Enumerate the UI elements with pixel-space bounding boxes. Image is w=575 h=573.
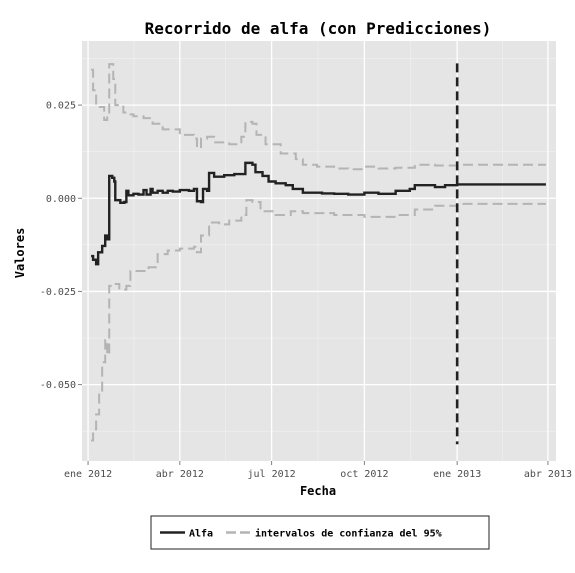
x-tick-label: jul 2012	[248, 469, 296, 480]
y-tick-label: -0.050	[40, 380, 76, 391]
y-tick-label: -0.025	[40, 287, 76, 298]
x-tick-label: ene 2013	[433, 469, 481, 480]
legend: Alfa intervalos de confianza del 95%	[150, 515, 490, 550]
y-tick-label: 0.025	[46, 101, 76, 112]
x-axis-label: Fecha	[300, 484, 336, 498]
x-tick-label: oct 2012	[340, 469, 388, 480]
x-tick-label: abr 2012	[156, 469, 204, 480]
series-line-ci-upper	[91, 63, 546, 171]
series-layer	[91, 63, 546, 442]
plot-panel	[82, 41, 556, 461]
series-line-alfa	[91, 161, 546, 266]
y-axis-label: Valores	[13, 228, 27, 279]
series-line-ci-lower	[91, 199, 546, 442]
legend-box	[150, 515, 490, 550]
axis-ticks: 0.025 0.000 -0.025 -0.050 ene 2012 abr 2012 ju…	[40, 101, 572, 480]
legend-label-ci: intervalos de confianza del 95%	[255, 528, 442, 540]
legend-label-alfa: Alfa	[189, 529, 213, 540]
x-tick-label: ene 2012	[64, 469, 112, 480]
y-tick-label: 0.000	[46, 194, 76, 205]
x-tick-label: abr 2013	[524, 469, 572, 480]
chart-title: Recorrido de alfa (con Predicciones)	[145, 19, 492, 38]
